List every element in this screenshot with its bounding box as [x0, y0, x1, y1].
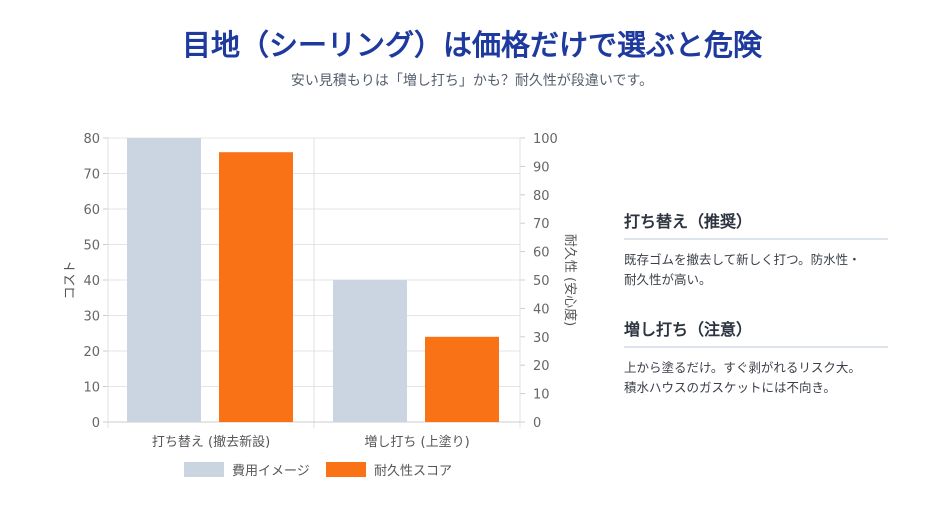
- y-tick-label: 20: [83, 345, 100, 360]
- y-tick-label: 60: [83, 203, 100, 218]
- bar-cost: [333, 280, 407, 422]
- x-tick-label: 増し打ち (上塗り): [364, 434, 469, 450]
- y-tick-label: 70: [83, 168, 100, 183]
- info-heading: 増し打ち（注意）: [624, 316, 888, 348]
- bar-durability: [425, 336, 499, 422]
- y2-tick-label: 50: [533, 274, 550, 289]
- bar-chart: 0 10 20 30 40 50 60 70 80 0 10 20 30 40 50 60 70 80 90 100 打…: [63, 132, 578, 479]
- y-tick-label: 30: [83, 310, 100, 325]
- x-tick-label: 打ち替え (撤去新設): [152, 434, 270, 450]
- y-tick-label: 50: [83, 239, 100, 254]
- y-axis-label: コスト: [63, 260, 78, 299]
- legend-swatch: [326, 462, 366, 477]
- y2-tick-label: 80: [533, 189, 550, 204]
- page-title: 目地（シーリング）は価格だけで選ぶと危険: [181, 28, 762, 62]
- y2-tick-label: 40: [533, 302, 550, 317]
- info-heading: 打ち替え（推奨）: [624, 208, 888, 240]
- y-tick-label: 0: [92, 416, 100, 431]
- legend-swatch: [184, 462, 224, 477]
- y2-tick-label: 10: [533, 388, 550, 403]
- y2-tick-label: 60: [533, 246, 550, 261]
- y2-tick-label: 0: [533, 416, 541, 431]
- legend-label: 耐久性スコア: [374, 464, 452, 479]
- info-card-replace: 打ち替え（推奨） 既存ゴムを撤去して新しく打つ。防水性・耐久性が高い。: [624, 208, 888, 290]
- y-tick-label: 80: [83, 132, 100, 147]
- y-tick-label: 40: [83, 274, 100, 289]
- bar-cost: [127, 138, 201, 422]
- legend-label: 費用イメージ: [232, 464, 310, 479]
- bar-durability: [219, 152, 293, 422]
- y2-tick-label: 20: [533, 359, 550, 374]
- info-card-overlay: 増し打ち（注意） 上から塗るだけ。すぐ剥がれるリスク大。積水ハウスのガスケットに…: [624, 316, 888, 398]
- info-text: 既存ゴムを撤去して新しく打つ。防水性・耐久性が高い。: [624, 252, 861, 287]
- y2-axis-label: 耐久性 (安心度): [562, 234, 578, 326]
- y2-tick-label: 70: [533, 217, 550, 232]
- info-text: 上から塗るだけ。すぐ剥がれるリスク大。積水ハウスのガスケットには不向き。: [624, 360, 861, 395]
- y2-tick-label: 90: [533, 160, 550, 175]
- y-tick-label: 10: [83, 381, 100, 396]
- y2-tick-label: 30: [533, 331, 550, 346]
- y2-tick-label: 100: [533, 132, 558, 147]
- page-subtitle: 安い見積もりは「増し打ち」かも？耐久性が段違いです。: [290, 73, 654, 89]
